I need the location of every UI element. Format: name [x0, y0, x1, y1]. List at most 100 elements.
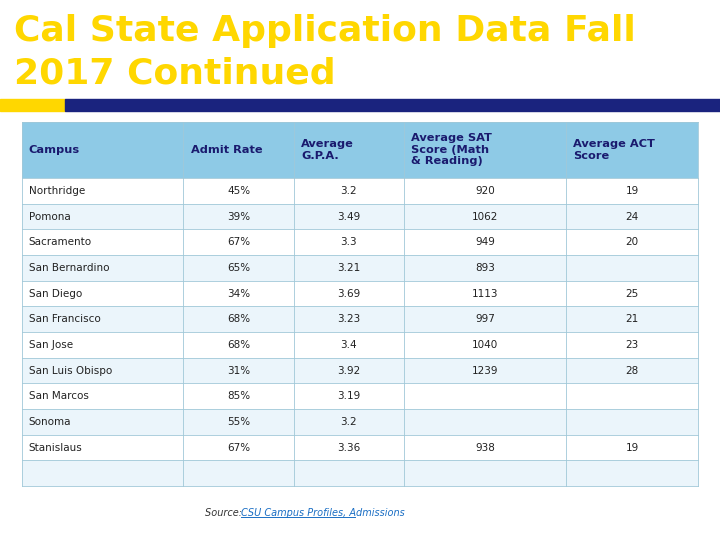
Text: 893: 893 — [475, 263, 495, 273]
Bar — [294, 230, 404, 255]
Bar — [566, 122, 698, 178]
Text: 3.36: 3.36 — [338, 442, 361, 453]
Bar — [404, 204, 566, 230]
Text: 3.19: 3.19 — [338, 391, 361, 401]
Bar — [294, 255, 404, 281]
Bar — [294, 409, 404, 435]
Text: 23: 23 — [626, 340, 639, 350]
Text: 20: 20 — [626, 237, 639, 247]
Text: 67%: 67% — [227, 237, 250, 247]
Text: 24: 24 — [626, 212, 639, 222]
Bar — [404, 178, 566, 204]
Text: 65%: 65% — [227, 263, 250, 273]
Text: 1239: 1239 — [472, 366, 498, 376]
Bar — [566, 357, 698, 383]
Text: Admit Rate: Admit Rate — [191, 145, 262, 155]
Text: 2017 Continued: 2017 Continued — [14, 57, 336, 91]
Bar — [65, 99, 720, 111]
Bar — [404, 306, 566, 332]
Bar — [566, 409, 698, 435]
Bar — [566, 332, 698, 358]
Text: 3.4: 3.4 — [341, 340, 357, 350]
Text: 85%: 85% — [227, 391, 250, 401]
Bar — [184, 332, 294, 358]
Text: 920: 920 — [475, 186, 495, 196]
Text: 19: 19 — [626, 442, 639, 453]
Bar — [22, 357, 184, 383]
Bar — [184, 122, 294, 178]
Bar — [404, 281, 566, 306]
Bar — [184, 409, 294, 435]
Text: 3.2: 3.2 — [341, 417, 357, 427]
Text: 68%: 68% — [227, 340, 250, 350]
Bar — [294, 306, 404, 332]
Text: 1062: 1062 — [472, 212, 498, 222]
Bar — [22, 204, 184, 230]
Bar — [184, 281, 294, 306]
Text: 3.3: 3.3 — [341, 237, 357, 247]
Bar — [566, 255, 698, 281]
Text: San Diego: San Diego — [29, 288, 82, 299]
Bar — [294, 204, 404, 230]
Text: 938: 938 — [475, 442, 495, 453]
Bar — [22, 255, 184, 281]
Text: Northridge: Northridge — [29, 186, 85, 196]
Text: 68%: 68% — [227, 314, 250, 325]
Bar — [566, 383, 698, 409]
Bar — [294, 178, 404, 204]
Bar — [184, 255, 294, 281]
Bar — [22, 383, 184, 409]
Bar — [566, 230, 698, 255]
Bar — [184, 204, 294, 230]
Bar — [566, 306, 698, 332]
Text: 19: 19 — [626, 186, 639, 196]
Bar — [294, 122, 404, 178]
Text: Average SAT
Score (Math
& Reading): Average SAT Score (Math & Reading) — [411, 133, 492, 166]
Text: 3.2: 3.2 — [341, 186, 357, 196]
Bar — [184, 178, 294, 204]
Bar — [294, 435, 404, 460]
Text: 55%: 55% — [227, 417, 250, 427]
Bar — [404, 230, 566, 255]
Bar — [404, 357, 566, 383]
Bar — [566, 281, 698, 306]
Bar — [184, 230, 294, 255]
Text: 997: 997 — [475, 314, 495, 325]
Bar — [566, 204, 698, 230]
Text: 21: 21 — [626, 314, 639, 325]
Text: San Luis Obispo: San Luis Obispo — [29, 366, 112, 376]
Bar — [404, 435, 566, 460]
Bar — [294, 332, 404, 358]
Bar — [22, 460, 698, 486]
Bar — [404, 122, 566, 178]
Text: 949: 949 — [475, 237, 495, 247]
Bar — [22, 435, 184, 460]
Bar — [404, 255, 566, 281]
Bar — [22, 230, 184, 255]
Text: 34%: 34% — [227, 288, 250, 299]
Text: 1040: 1040 — [472, 340, 498, 350]
Bar — [0, 0, 720, 108]
Text: 1113: 1113 — [472, 288, 498, 299]
Text: Sacramento: Sacramento — [29, 237, 92, 247]
Text: Sonoma: Sonoma — [29, 417, 71, 427]
Bar — [184, 383, 294, 409]
Bar — [0, 99, 65, 111]
Bar — [404, 409, 566, 435]
Text: Campus: Campus — [29, 145, 80, 155]
Text: CSU Campus Profiles, Admissions: CSU Campus Profiles, Admissions — [241, 508, 405, 518]
Text: 3.92: 3.92 — [338, 366, 361, 376]
Text: Average ACT
Score: Average ACT Score — [573, 139, 655, 160]
Text: 45%: 45% — [227, 186, 250, 196]
Text: Source:: Source: — [205, 508, 246, 518]
Bar — [184, 306, 294, 332]
Bar — [184, 435, 294, 460]
Text: 39%: 39% — [227, 212, 250, 222]
Bar — [566, 435, 698, 460]
Bar — [22, 281, 184, 306]
Bar — [566, 178, 698, 204]
Bar — [294, 383, 404, 409]
Bar — [22, 306, 184, 332]
Text: Pomona: Pomona — [29, 212, 71, 222]
Bar — [404, 383, 566, 409]
